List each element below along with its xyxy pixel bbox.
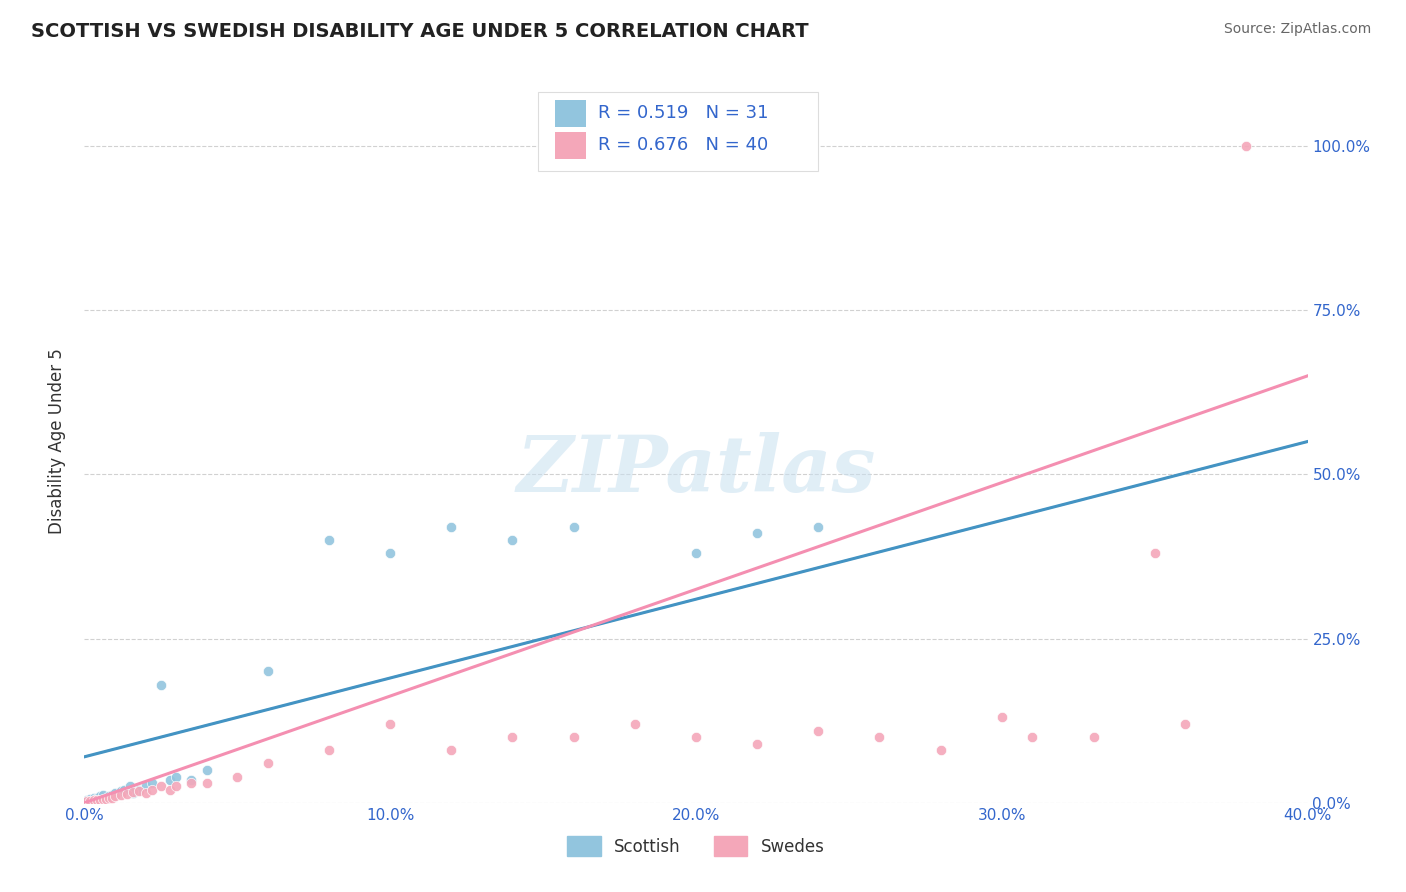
Point [86,792,108,806]
Point [104,786,127,800]
Point [76,792,98,806]
Point [165,770,187,784]
Point [318,533,340,547]
Point [180,772,202,787]
Point [1236,139,1258,153]
Point [135,786,157,800]
Point [257,756,280,771]
Point [807,723,830,738]
Point [94,792,117,806]
Point [502,533,524,547]
Point [135,780,157,794]
Point [110,788,132,802]
Point [122,785,145,799]
Point [440,520,463,534]
Point [180,776,202,790]
Legend: Scottish, Swedes: Scottish, Swedes [561,830,831,863]
Text: ZIPatlas: ZIPatlas [516,433,876,508]
Point [869,730,891,744]
Point [122,786,145,800]
Point [86,790,108,805]
Point [104,789,127,804]
Point [101,790,124,805]
Point [101,788,124,802]
Point [115,787,138,801]
Text: R = 0.676   N = 40: R = 0.676 N = 40 [598,136,768,154]
Point [79,794,101,808]
Point [624,717,647,731]
Point [97,790,120,805]
Text: Source: ZipAtlas.com: Source: ZipAtlas.com [1223,22,1371,37]
Point [165,780,187,794]
Text: SCOTTISH VS SWEDISH DISABILITY AGE UNDER 5 CORRELATION CHART: SCOTTISH VS SWEDISH DISABILITY AGE UNDER… [31,22,808,41]
Point [807,520,830,534]
Point [149,677,172,691]
Point [91,788,114,802]
Y-axis label: Disability Age Under 5: Disability Age Under 5 [48,349,66,534]
Point [929,743,952,757]
Point [83,791,105,805]
Point [1021,730,1043,744]
Point [128,784,150,798]
Point [747,737,769,751]
Point [83,793,105,807]
Point [112,782,135,797]
Point [685,546,707,560]
Point [76,795,98,809]
Point [195,776,218,790]
Point [97,789,120,804]
Point [120,780,142,794]
Point [991,710,1014,724]
Point [195,763,218,777]
Point [318,743,340,757]
Point [141,782,163,797]
Point [149,780,172,794]
Point [257,665,280,679]
Point [226,770,249,784]
Point [141,776,163,790]
Point [380,717,402,731]
Point [94,790,117,805]
Point [562,730,585,744]
Point [1143,546,1166,560]
Point [159,772,181,787]
Point [562,520,585,534]
Point [1174,717,1197,731]
Point [159,782,181,797]
Point [1083,730,1105,744]
Point [440,743,463,757]
Point [89,792,111,806]
Point [91,792,114,806]
Point [502,730,524,744]
Point [128,782,150,797]
Point [747,526,769,541]
Point [89,789,111,804]
Point [685,730,707,744]
Point [79,792,101,806]
Text: R = 0.519   N = 31: R = 0.519 N = 31 [598,104,768,122]
Point [110,784,132,798]
Point [380,546,402,560]
